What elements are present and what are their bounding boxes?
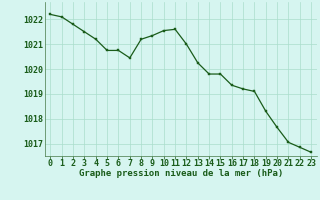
X-axis label: Graphe pression niveau de la mer (hPa): Graphe pression niveau de la mer (hPa) xyxy=(79,169,283,178)
